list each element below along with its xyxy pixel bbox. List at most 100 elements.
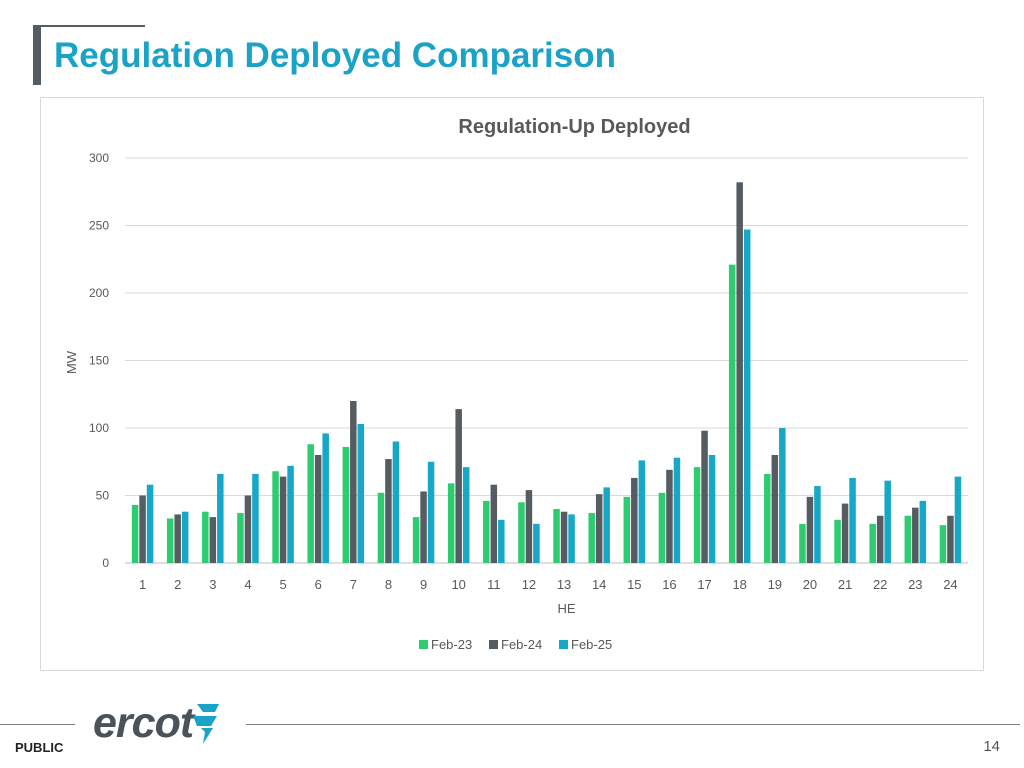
bar-feb-25-he-20 bbox=[814, 486, 821, 563]
legend-swatch bbox=[419, 640, 428, 649]
bar-feb-23-he-4 bbox=[237, 513, 244, 563]
footer-divider-left bbox=[0, 724, 75, 725]
bar-feb-24-he-15 bbox=[631, 477, 638, 563]
y-tick-label: 50 bbox=[96, 489, 110, 503]
bar-feb-24-he-5 bbox=[279, 476, 287, 563]
bar-feb-25-he-8 bbox=[392, 441, 400, 563]
x-tick-label: 15 bbox=[627, 577, 641, 592]
bar-feb-25-he-1 bbox=[146, 484, 154, 563]
bar-feb-23-he-11 bbox=[483, 500, 490, 563]
bar-feb-23-he-6 bbox=[307, 444, 314, 563]
bar-feb-24-he-3 bbox=[209, 517, 217, 563]
bar-feb-24-he-2 bbox=[174, 514, 181, 563]
x-tick-label: 18 bbox=[732, 577, 746, 592]
bar-feb-23-he-14 bbox=[588, 513, 595, 563]
x-tick-label: 4 bbox=[244, 577, 251, 592]
bar-feb-23-he-22 bbox=[869, 523, 876, 563]
bar-feb-24-he-17 bbox=[701, 430, 708, 563]
y-tick-label: 100 bbox=[89, 421, 109, 435]
x-tick-label: 10 bbox=[451, 577, 465, 592]
page-number: 14 bbox=[983, 738, 1000, 755]
bar-feb-25-he-19 bbox=[779, 428, 786, 563]
bar-feb-23-he-8 bbox=[377, 492, 385, 563]
bar-feb-24-he-12 bbox=[525, 490, 533, 563]
bar-feb-25-he-21 bbox=[849, 477, 856, 563]
bar-feb-23-he-18 bbox=[728, 264, 736, 563]
bar-feb-25-he-3 bbox=[217, 473, 224, 563]
legend-swatch bbox=[489, 640, 498, 649]
bar-feb-24-he-19 bbox=[771, 455, 779, 563]
bar-feb-24-he-4 bbox=[244, 495, 252, 563]
bar-feb-25-he-14 bbox=[603, 487, 610, 563]
x-tick-label: 8 bbox=[385, 577, 392, 592]
legend-swatch bbox=[559, 640, 568, 649]
bar-feb-25-he-13 bbox=[568, 514, 575, 563]
bar-feb-25-he-23 bbox=[919, 500, 927, 563]
chart-frame: Regulation-Up Deployed 0 50 100 150 200 250 300… bbox=[40, 97, 984, 671]
bar-feb-25-he-15 bbox=[638, 460, 646, 563]
x-tick-label: 19 bbox=[768, 577, 782, 592]
bar-feb-24-he-7 bbox=[350, 401, 357, 563]
x-tick-label: 7 bbox=[350, 577, 357, 592]
bar-feb-24-he-14 bbox=[595, 494, 603, 563]
bar-feb-25-he-18 bbox=[743, 229, 751, 564]
bar-feb-23-he-9 bbox=[412, 517, 420, 563]
bar-feb-25-he-7 bbox=[357, 423, 365, 563]
y-tick-label: 250 bbox=[89, 219, 109, 233]
bar-feb-25-he-10 bbox=[462, 467, 470, 563]
x-tick-label: 20 bbox=[803, 577, 817, 592]
bar-feb-23-he-15 bbox=[623, 496, 631, 563]
bar-feb-25-he-2 bbox=[181, 511, 189, 563]
bar-feb-25-he-17 bbox=[708, 455, 716, 563]
bar-feb-23-he-17 bbox=[693, 467, 701, 563]
bar-feb-24-he-9 bbox=[420, 491, 427, 563]
legend-label: Feb-24 bbox=[501, 637, 542, 652]
slide-title: Regulation Deployed Comparison bbox=[54, 36, 616, 75]
bar-feb-23-he-7 bbox=[342, 446, 350, 563]
title-accent-bar bbox=[33, 25, 41, 85]
x-tick-label: 12 bbox=[522, 577, 536, 592]
x-axis-label: HE bbox=[557, 601, 575, 616]
bar-feb-25-he-12 bbox=[533, 523, 540, 563]
bar-feb-24-he-8 bbox=[385, 459, 392, 563]
bar-feb-24-he-11 bbox=[490, 484, 498, 563]
x-tick-label: 3 bbox=[209, 577, 216, 592]
chart-title: Regulation-Up Deployed bbox=[458, 116, 690, 138]
x-tick-label: 17 bbox=[697, 577, 711, 592]
footer-divider-right bbox=[246, 724, 1020, 725]
regulation-up-chart: Regulation-Up Deployed 0 50 100 150 200 250 300… bbox=[64, 116, 968, 652]
legend-label: Feb-23 bbox=[431, 637, 472, 652]
y-tick-label: 200 bbox=[89, 286, 109, 300]
x-tick-label: 13 bbox=[557, 577, 571, 592]
x-tick-label: 1 bbox=[139, 577, 146, 592]
bar-feb-25-he-6 bbox=[322, 433, 329, 563]
bar-feb-24-he-21 bbox=[841, 503, 849, 563]
x-tick-label: 11 bbox=[487, 577, 501, 592]
y-axis-label: MW bbox=[64, 350, 79, 374]
bar-feb-23-he-1 bbox=[131, 504, 139, 563]
bar-feb-25-he-11 bbox=[498, 519, 505, 563]
x-tick-label: 22 bbox=[873, 577, 887, 592]
x-tick-label: 5 bbox=[279, 577, 286, 592]
x-tick-label: 14 bbox=[592, 577, 606, 592]
bar-feb-24-he-24 bbox=[947, 515, 954, 563]
bar-feb-23-he-3 bbox=[202, 511, 209, 563]
x-tick-label: 9 bbox=[420, 577, 427, 592]
y-tick-label: 300 bbox=[89, 151, 109, 165]
x-tick-label: 6 bbox=[315, 577, 322, 592]
bar-feb-23-he-23 bbox=[904, 515, 912, 563]
bar-feb-25-he-16 bbox=[673, 457, 681, 563]
public-label: PUBLIC bbox=[15, 740, 64, 755]
bar-feb-24-he-10 bbox=[455, 409, 462, 563]
bar-feb-24-he-13 bbox=[560, 511, 568, 563]
bar-feb-24-he-16 bbox=[666, 469, 673, 563]
bar-feb-23-he-2 bbox=[166, 518, 174, 563]
title-accent-line bbox=[33, 25, 145, 27]
bar-feb-23-he-16 bbox=[658, 492, 666, 563]
legend-label: Feb-25 bbox=[571, 637, 612, 652]
bar-feb-24-he-18 bbox=[736, 182, 743, 564]
bar-feb-25-he-5 bbox=[287, 465, 294, 563]
x-tick-label: 24 bbox=[943, 577, 957, 592]
bar-feb-24-he-23 bbox=[912, 507, 919, 563]
logo-wordmark: ercot bbox=[93, 699, 194, 747]
